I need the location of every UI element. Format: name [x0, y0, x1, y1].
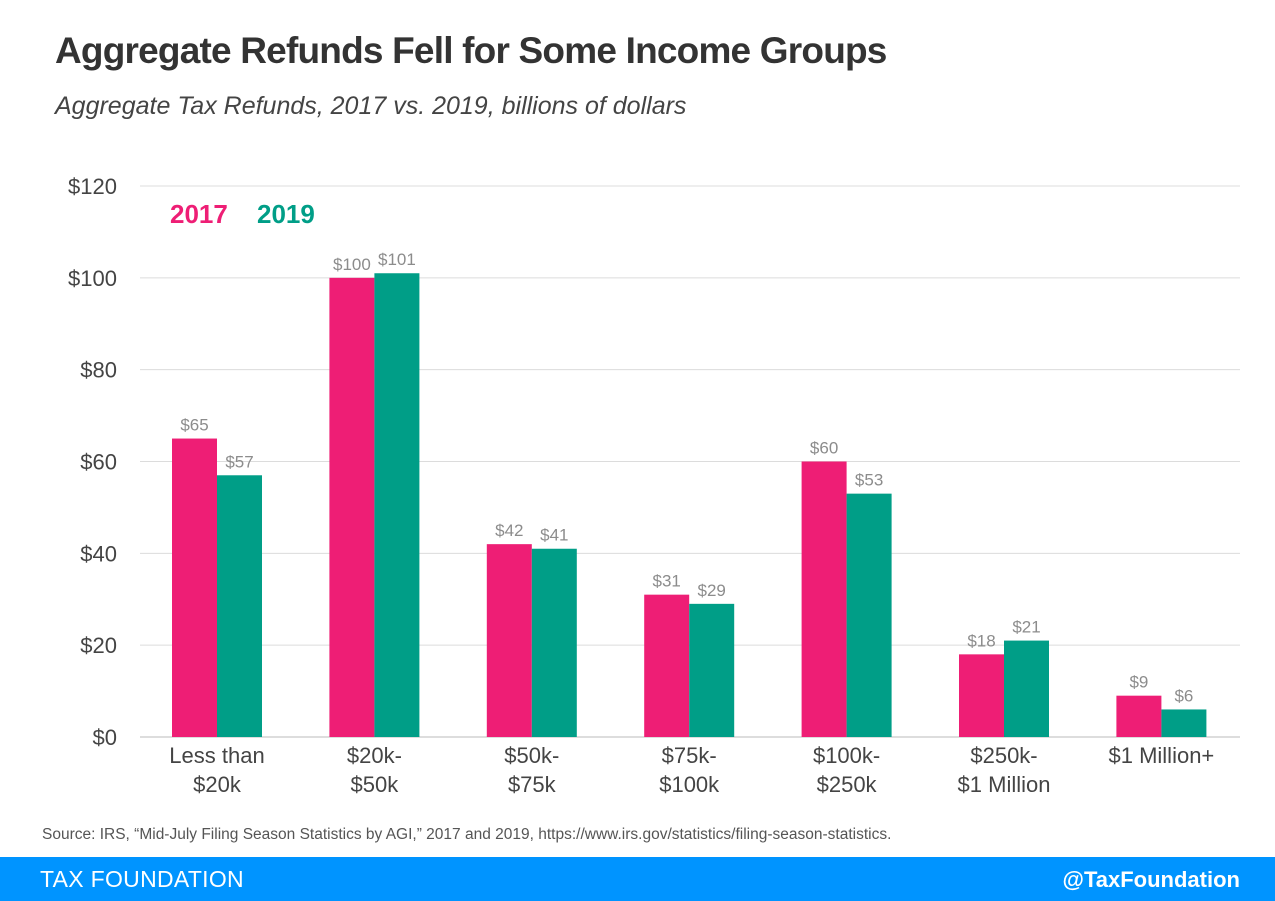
- bar-2019: [217, 475, 262, 737]
- x-axis-ticks: Less than $20k $20k- $50k $50k- $75k $75k- $100…: [169, 743, 1214, 797]
- x-tick-label: $75k- $100k: [659, 743, 720, 797]
- chart-title: Aggregate Refunds Fell for Some Income G…: [55, 30, 887, 71]
- data-labels: $65 $100 $42 $31 $60 $18 $9 $57 $101 $41 $29 $53 $21…: [180, 250, 1193, 705]
- data-label: $9: [1129, 673, 1148, 692]
- data-label: $41: [540, 526, 568, 545]
- data-label: $21: [1012, 618, 1040, 637]
- x-tick-label-line: $100k-: [813, 743, 880, 768]
- bar-2017: [801, 461, 847, 737]
- x-tick-label-line: $20k: [193, 772, 242, 797]
- y-axis-ticks: $0 $20 $40 $60 $80 $100 $120: [68, 174, 117, 750]
- x-tick-label: $100k- $250k: [813, 743, 880, 797]
- bar-2019: [1161, 709, 1207, 737]
- y-tick-label: $80: [80, 358, 117, 383]
- y-tick-label: $60: [80, 450, 117, 475]
- x-tick-label-line: Less than: [169, 743, 264, 768]
- x-tick-label-line: $250k: [817, 772, 878, 797]
- legend-item-2019: 2019: [257, 199, 315, 229]
- x-tick-label-line: $100k: [659, 772, 720, 797]
- x-tick-label-line: $250k-: [970, 743, 1037, 768]
- y-tick-label: $120: [68, 174, 117, 199]
- data-label: $60: [810, 439, 838, 458]
- x-tick-label: $20k- $50k: [347, 743, 402, 797]
- data-label: $65: [180, 416, 208, 435]
- x-tick-label: $1 Million+: [1109, 743, 1215, 768]
- chart-subtitle: Aggregate Tax Refunds, 2017 vs. 2019, bi…: [55, 92, 687, 120]
- data-label: $18: [967, 631, 995, 650]
- bar-2019: [374, 273, 420, 737]
- y-tick-label: $0: [93, 725, 117, 750]
- legend-item-2017: 2017: [170, 199, 228, 229]
- y-tick-label: $40: [80, 541, 117, 566]
- footer-bar: TAX FOUNDATION @TaxFoundation: [0, 857, 1275, 901]
- data-label: $31: [653, 572, 681, 591]
- x-tick-label-line: $75k: [508, 772, 557, 797]
- x-tick-label-line: $75k-: [662, 743, 717, 768]
- bar-2017: [172, 438, 217, 737]
- source-note: Source: IRS, “Mid-July Filing Season Sta…: [42, 826, 892, 843]
- bar-2019: [689, 603, 735, 737]
- x-tick-label: $250k- $1 Million: [958, 743, 1051, 797]
- bar-2019: [846, 493, 892, 737]
- bar-2017: [959, 654, 1004, 737]
- bar-2019: [1004, 640, 1049, 737]
- bar-2017: [486, 544, 532, 737]
- bar-2017: [1116, 695, 1162, 737]
- y-tick-label: $100: [68, 266, 117, 291]
- x-tick-label: $50k- $75k: [504, 743, 559, 797]
- y-tick-label: $20: [80, 633, 117, 658]
- x-tick-label-line: $1 Million+: [1109, 743, 1215, 768]
- bar-2019: [531, 548, 577, 737]
- x-tick-label: Less than $20k: [169, 743, 264, 797]
- data-label: $53: [855, 471, 883, 490]
- data-label: $57: [225, 452, 253, 471]
- bar-2017: [644, 594, 690, 737]
- footer-handle: @TaxFoundation: [1062, 867, 1240, 892]
- data-label: $29: [698, 581, 726, 600]
- x-tick-label-line: $50k: [351, 772, 400, 797]
- data-label: $6: [1174, 686, 1193, 705]
- bar-chart: $0$20$40$60$80$100$120 $65$100$42$31$60$…: [68, 174, 1240, 797]
- bars: [172, 273, 1207, 737]
- footer-brand: TAX FOUNDATION: [40, 866, 244, 892]
- data-label: $101: [378, 250, 416, 269]
- x-tick-label-line: $1 Million: [958, 772, 1051, 797]
- legend: 2017 2019: [170, 199, 315, 229]
- x-tick-label-line: $20k-: [347, 743, 402, 768]
- data-label: $42: [495, 521, 523, 540]
- x-tick-label-line: $50k-: [504, 743, 559, 768]
- gridlines: [140, 185, 1240, 738]
- data-label: $100: [333, 255, 371, 274]
- bar-2017: [329, 277, 375, 737]
